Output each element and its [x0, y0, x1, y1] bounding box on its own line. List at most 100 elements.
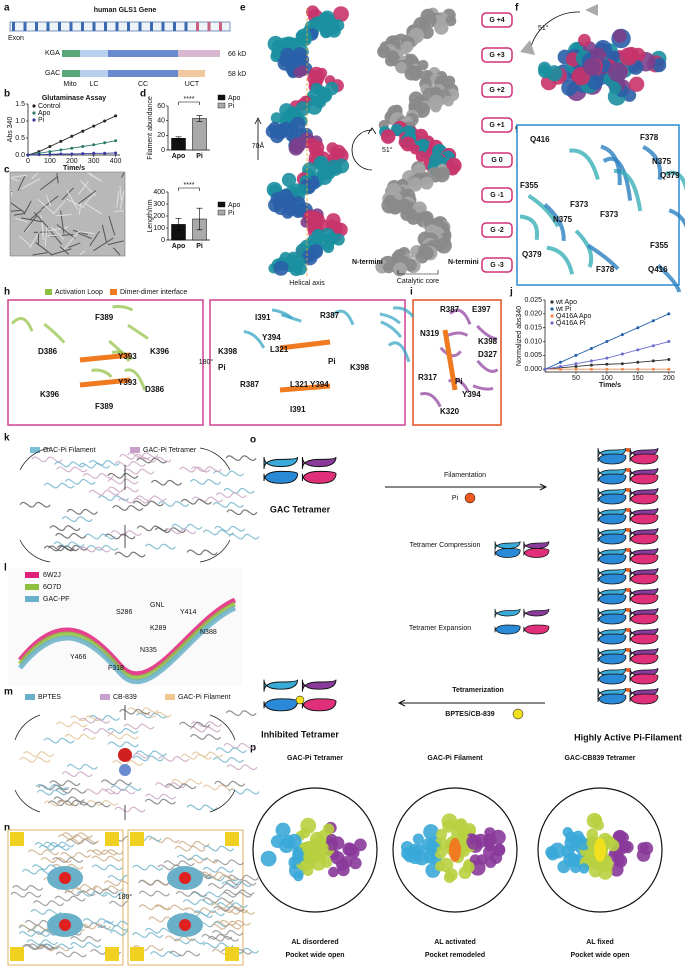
panel-label: p — [250, 743, 256, 754]
rotation-label: 180° — [118, 893, 133, 901]
point — [651, 367, 655, 371]
ribbon — [243, 330, 266, 349]
legend-swatch — [110, 289, 117, 295]
ribbon — [207, 935, 239, 942]
density — [328, 866, 339, 878]
subunit — [629, 567, 659, 579]
residue: F378 — [640, 133, 659, 142]
ribbon — [49, 525, 81, 531]
subunit — [597, 627, 627, 639]
density — [466, 834, 482, 850]
residue: Q416 — [648, 265, 668, 274]
ribbon — [100, 779, 133, 786]
ribbon — [213, 905, 245, 912]
ribbon — [111, 350, 134, 361]
point — [574, 362, 578, 366]
point — [605, 356, 609, 360]
ribbon — [179, 466, 211, 473]
ribbon — [527, 194, 560, 228]
ribbon — [138, 904, 170, 910]
domain — [108, 70, 178, 77]
arrow — [19, 539, 51, 563]
subunit — [629, 627, 659, 639]
pocket-state: Pocket remodeled — [425, 952, 485, 959]
ribbon — [110, 530, 142, 536]
ribbon — [219, 919, 251, 926]
state-label: Inhibited Tetramer — [261, 729, 339, 739]
pi — [626, 568, 630, 572]
density — [621, 840, 634, 854]
exon — [184, 22, 188, 31]
ribbon — [66, 763, 98, 770]
panel-label: f — [515, 3, 519, 14]
subunit — [597, 633, 627, 645]
y-tick-label: 1.5 — [15, 101, 25, 108]
density — [383, 261, 395, 274]
ribbon — [43, 322, 66, 344]
ribbon — [519, 214, 540, 241]
point — [103, 141, 107, 145]
filament — [50, 226, 65, 240]
ribbon — [171, 523, 203, 530]
ribbon — [36, 789, 68, 796]
legend-label: BPTES — [38, 694, 61, 701]
ribbon — [26, 939, 58, 946]
subunit — [629, 447, 659, 459]
panel-label: c — [4, 165, 10, 176]
exon — [196, 22, 199, 31]
layer-box — [481, 47, 513, 63]
side-chain — [279, 383, 331, 393]
density — [575, 834, 586, 845]
state-title: GAC-Pi Filament — [427, 755, 483, 762]
y-tick-label: 0 — [161, 237, 165, 244]
residue: K398 — [218, 347, 238, 356]
layer-box — [481, 117, 513, 133]
density — [387, 199, 403, 215]
density — [636, 848, 651, 862]
legend-label: Control — [38, 103, 61, 110]
density — [275, 127, 287, 139]
density — [578, 863, 590, 874]
ribbon — [107, 733, 139, 740]
ribbon — [203, 845, 235, 852]
ribbon — [92, 885, 124, 892]
legend-marker — [32, 111, 36, 115]
significance-bracket — [178, 187, 200, 191]
filament — [31, 172, 39, 180]
ribbon — [31, 456, 63, 463]
ribbon — [91, 864, 123, 871]
domain — [80, 70, 108, 77]
exon — [92, 22, 96, 31]
al-state: AL activated — [434, 939, 476, 946]
step-label: Tetramer Expansion — [409, 625, 471, 632]
point — [114, 151, 118, 155]
ribbon — [447, 378, 470, 394]
ribbon — [379, 312, 401, 325]
residue: D327 — [478, 350, 498, 359]
subunit — [629, 673, 659, 685]
panel-frame — [7, 299, 204, 426]
pi — [626, 668, 630, 672]
ribbon — [180, 498, 212, 505]
ribbon — [54, 895, 86, 902]
exon — [35, 22, 38, 31]
ribbon — [18, 605, 237, 684]
density — [443, 95, 454, 107]
ribbon — [61, 516, 93, 522]
density — [400, 840, 414, 854]
ribbon — [70, 942, 102, 948]
point — [59, 139, 63, 143]
subunit — [597, 653, 627, 665]
ribbon — [182, 899, 214, 905]
subunit — [629, 453, 659, 465]
filament — [44, 226, 48, 246]
filament — [48, 229, 63, 245]
subunit — [597, 493, 627, 505]
point — [59, 148, 63, 152]
density — [299, 827, 311, 839]
arrow — [209, 789, 236, 813]
ribbon — [171, 778, 203, 785]
point — [620, 352, 624, 356]
ribbon — [87, 799, 119, 806]
